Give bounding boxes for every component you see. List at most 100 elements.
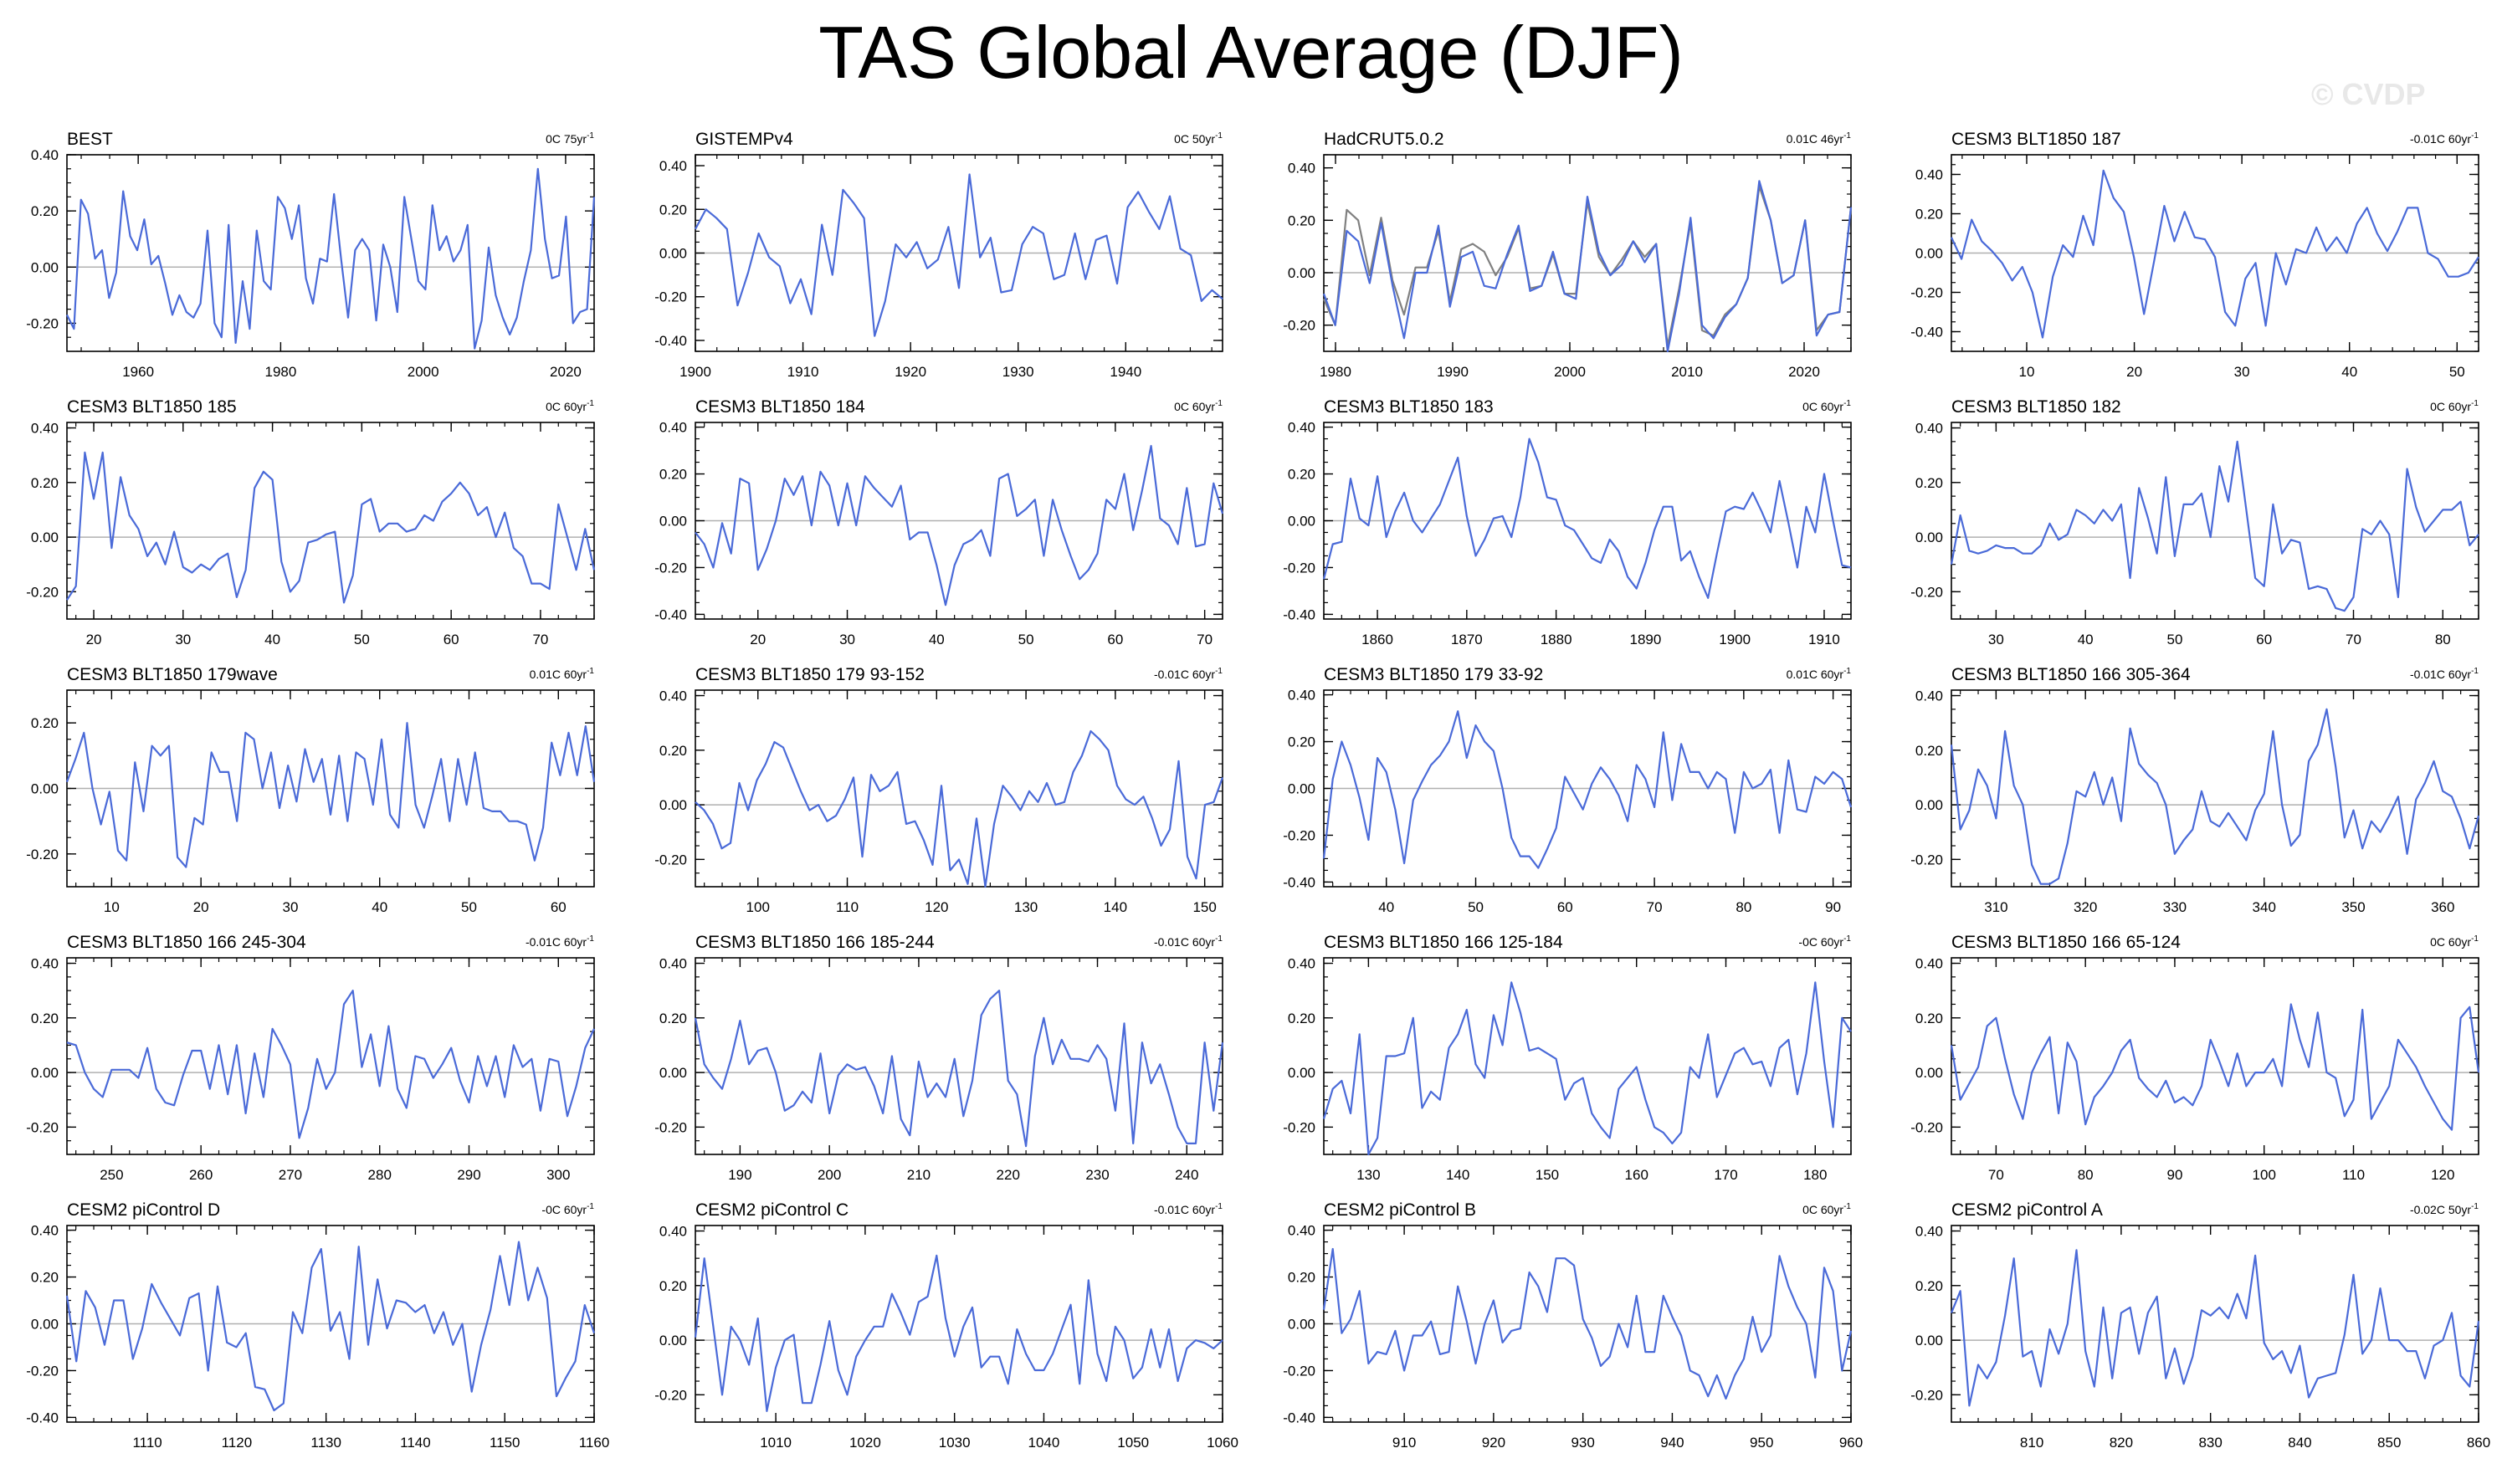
y-tick-label: 0.00 [1288,1065,1315,1081]
x-tick-label: 1140 [400,1435,431,1451]
y-tick-label: 0.00 [1288,514,1315,530]
chart-panel: CESM3 BLT1850 179wave 0.01C 60yr-1 -0.20 0.… [26,665,596,915]
chart-panel: HadCRUT5.0.2 0.01C 46yr-1 -0.20 0.00 0.20 0.4… [1283,130,1853,380]
x-tick-label: 10 [2019,364,2035,380]
chart-panel: CESM3 BLT1850 166 245-304 -0.01C 60yr-1 -0… [26,933,595,1183]
x-tick-label: 50 [2449,364,2465,380]
x-tick-label: 30 [1988,632,2004,647]
trend-label: 0C 60yr-1 [1174,399,1223,413]
trend-exponent: -1 [2471,1202,2479,1211]
plot-frame [66,957,595,1155]
y-tick-label: 0.40 [659,420,687,436]
trend-label: 0C 75yr-1 [546,131,594,146]
trend-exponent: -1 [2471,131,2479,141]
x-tick-label: 850 [2377,1435,2401,1451]
x-tick-label: 60 [1107,632,1123,647]
x-tick-label: 30 [282,899,298,915]
x-tick-label: 830 [2198,1435,2222,1451]
x-tick-label: 20 [86,632,102,647]
y-tick-label: 0.00 [1288,265,1315,281]
y-tick-label: 0.40 [1288,1223,1315,1239]
trend-exponent: -1 [587,131,594,141]
y-tick-label: -0.20 [26,847,59,862]
y-tick-label: 0.20 [1288,467,1315,483]
y-tick-label: 0.40 [1915,167,1943,183]
trend-label: -0.01C 60yr-1 [1154,1202,1223,1216]
trend-label: 0.01C 60yr-1 [1787,667,1852,681]
plot-frame [1951,1225,2479,1423]
x-tick-label: 2020 [550,364,582,380]
panel-title: CESM3 BLT1850 179 33-92 [1324,665,1543,684]
panel-title: CESM3 BLT1850 184 [695,397,865,417]
chart-panel: CESM3 BLT1850 182 0C 60yr-1 -0.20 0.00 0.20 0… [1910,397,2479,647]
y-tick-label: -0.20 [654,289,687,305]
y-tick-label: 0.00 [1915,1333,1943,1348]
y-tick-label: 0.00 [1288,1317,1315,1333]
x-tick-label: 2010 [1671,364,1703,380]
y-tick-label: 0.20 [31,715,59,731]
panel-title: CESM3 BLT1850 166 305-364 [1951,665,2191,684]
trend-label: 0C 60yr-1 [1802,1202,1851,1216]
y-tick-label: -0.20 [1910,852,1943,867]
x-tick-label: 350 [2341,899,2365,915]
y-tick-label: -0.20 [1910,285,1943,301]
y-tick-label: 0.20 [1288,1270,1315,1286]
panel-title: CESM3 BLT1850 185 [67,397,237,417]
y-tick-label: 0.40 [659,688,687,704]
panel-title: GISTEMPv4 [695,130,793,149]
x-tick-label: 30 [175,632,191,647]
trend-exponent: -1 [1843,399,1851,408]
panel-title: CESM3 BLT1850 179 93-152 [695,665,925,684]
y-tick-label: 0.00 [659,1065,687,1081]
y-tick-label: 0.20 [1915,475,1943,491]
y-tick-label: 0.00 [659,1333,687,1348]
y-tick-label: 0.00 [1915,797,1943,813]
x-tick-label: 930 [1571,1435,1594,1451]
trend-exponent: -1 [1843,934,1851,944]
y-tick-label: -0.20 [1283,560,1315,576]
x-tick-label: 50 [461,899,477,915]
watermark: © CVDP [2311,77,2426,111]
x-tick-label: 1890 [1629,632,1661,647]
x-tick-label: 960 [1839,1435,1863,1451]
trend-exponent: -1 [1215,131,1223,141]
x-tick-label: 2000 [408,364,439,380]
x-tick-label: 1910 [787,364,819,380]
series-line [695,173,1223,337]
trend-label: 0.01C 60yr-1 [530,667,595,681]
x-tick-label: 220 [997,1167,1020,1183]
x-tick-label: 90 [2166,1167,2182,1183]
y-tick-label: 0.20 [1915,1011,1943,1026]
y-tick-label: -0.40 [26,1410,59,1425]
y-tick-label: -0.40 [1283,606,1315,622]
x-tick-label: 2000 [1554,364,1586,380]
plot-frame [66,422,595,620]
panel-title: HadCRUT5.0.2 [1324,130,1444,149]
x-tick-label: 120 [2431,1167,2454,1183]
y-tick-label: -0.20 [26,1119,59,1135]
panel-title: CESM3 BLT1850 166 125-184 [1324,933,1563,952]
chart-panel: CESM3 BLT1850 183 0C 60yr-1 -0.40 -0.20 0.00… [1283,397,1852,647]
x-tick-label: 150 [1192,899,1216,915]
x-tick-label: 40 [2341,364,2357,380]
y-tick-label: -0.40 [1283,1410,1315,1425]
y-tick-label: 0.40 [1915,421,1943,437]
trend-exponent: -1 [1843,131,1851,141]
y-tick-label: 0.00 [1288,781,1315,797]
x-tick-label: 860 [2467,1435,2490,1451]
y-tick-label: 0.00 [31,781,59,797]
x-tick-label: 910 [1392,1435,1416,1451]
x-tick-label: 130 [1356,1167,1380,1183]
y-tick-label: 0.40 [1915,956,1943,972]
x-tick-label: 40 [264,632,280,647]
y-tick-label: 0.20 [1288,212,1315,228]
x-tick-label: 80 [1736,899,1751,915]
y-tick-label: 0.40 [659,956,687,972]
x-tick-label: 840 [2288,1435,2311,1451]
panel-title: CESM3 BLT1850 182 [1951,397,2121,417]
panel-title: CESM3 BLT1850 187 [1951,130,2121,149]
x-tick-label: 1990 [1437,364,1469,380]
x-tick-label: 150 [1536,1167,1559,1183]
trend-label: -0.01C 60yr-1 [2410,131,2479,146]
